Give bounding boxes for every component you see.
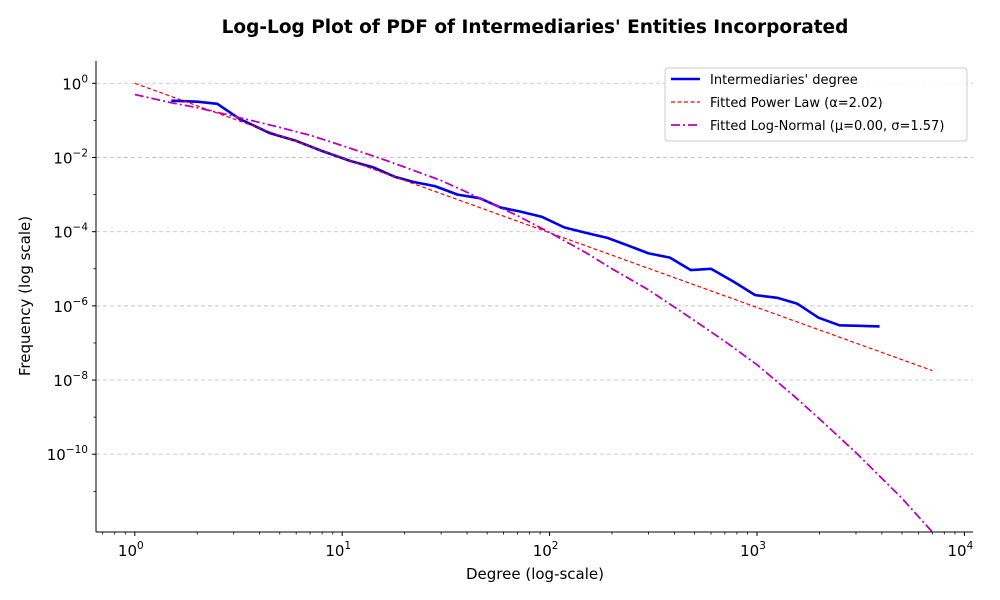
x-tick-label: 100 xyxy=(118,540,144,560)
x-tick-label: 103 xyxy=(740,540,766,560)
x-tick-label: 104 xyxy=(948,540,974,560)
x-tick-label: 101 xyxy=(325,540,351,560)
ticks: 100 10−2 10−4 10−6 10−8 10−10 100 101 102 103 104 xyxy=(47,73,974,560)
y-tick-label: 10−4 xyxy=(53,222,88,242)
y-tick-label: 10−10 xyxy=(47,444,88,464)
legend-label-degree: Intermediaries' degree xyxy=(710,73,858,88)
y-tick-label: 10−8 xyxy=(53,370,88,390)
series-group xyxy=(134,82,933,533)
legend-label-powerlaw: Fitted Power Law (α=2.02) xyxy=(710,96,883,111)
series-line-power-law xyxy=(134,82,933,372)
x-axis-label: Degree (log-scale) xyxy=(466,565,604,583)
legend-label-lognormal: Fitted Log-Normal (μ=0.00, σ=1.57) xyxy=(710,119,944,134)
y-tick-label: 10−6 xyxy=(53,296,88,316)
chart-title: Log-Log Plot of PDF of Intermediaries' E… xyxy=(222,17,849,38)
legend-box xyxy=(664,67,968,142)
legend: Intermediaries' degree Fitted Power Law … xyxy=(664,67,968,142)
series-line-intermediaries-degree xyxy=(171,99,880,328)
y-tick-label: 100 xyxy=(62,73,88,93)
x-tick-label: 102 xyxy=(533,540,559,560)
y-tick-label: 10−2 xyxy=(53,148,88,168)
y-axis-label: Frequency (log scale) xyxy=(16,216,34,376)
series-line-log-normal xyxy=(134,93,933,533)
